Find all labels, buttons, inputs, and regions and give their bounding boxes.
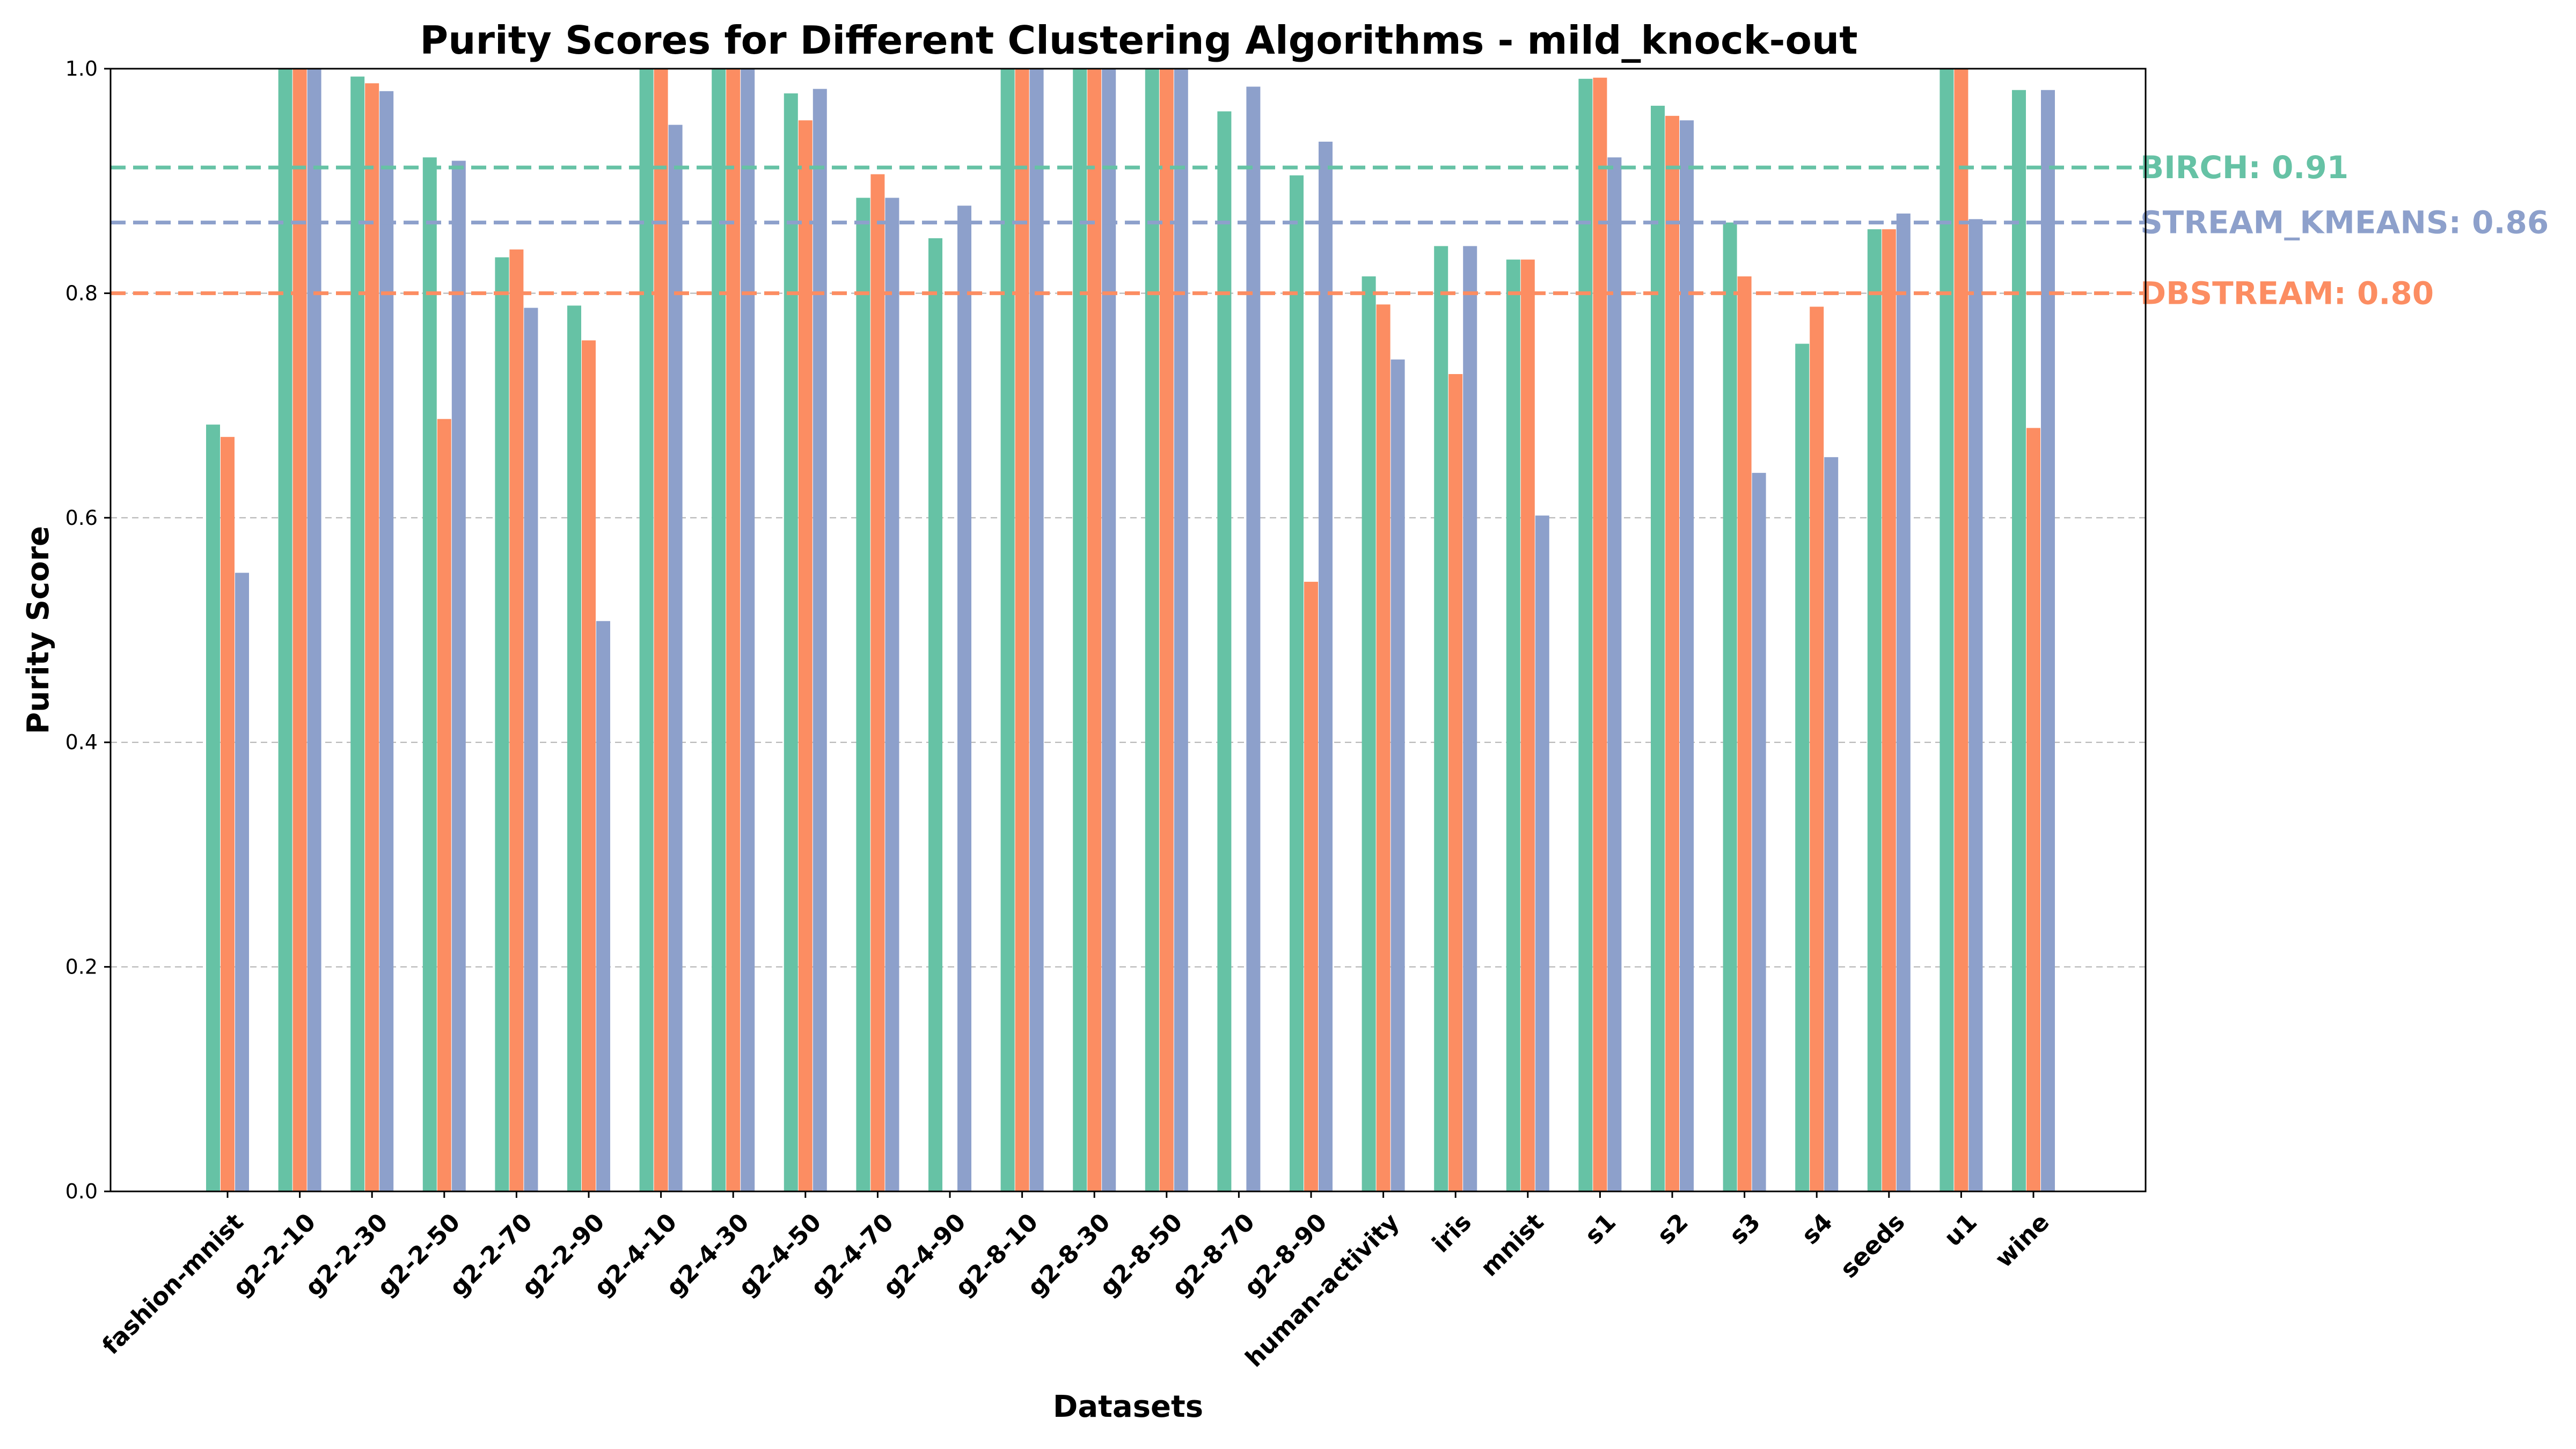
- bar: [1723, 222, 1737, 1191]
- bar: [1968, 219, 1983, 1191]
- bar: [1593, 77, 1607, 1191]
- bar: [365, 83, 379, 1191]
- bar: [379, 91, 394, 1191]
- bar: [1029, 69, 1044, 1191]
- bar: [856, 197, 870, 1192]
- bar: [422, 157, 437, 1191]
- bar: [2026, 428, 2040, 1192]
- y-tick-label: 0.6: [65, 506, 98, 530]
- bar: [1087, 69, 1102, 1191]
- bar: [1145, 69, 1159, 1191]
- bar: [509, 249, 524, 1191]
- bar: [957, 206, 971, 1191]
- bar: [1680, 120, 1694, 1192]
- bar: [495, 257, 509, 1191]
- bar: [813, 89, 827, 1191]
- reference-line-label: STREAM_KMEANS: 0.86: [2140, 204, 2549, 241]
- bar: [1867, 229, 1882, 1191]
- y-tick-label: 0.0: [65, 1180, 98, 1203]
- bar: [1752, 473, 1766, 1191]
- bar: [1000, 69, 1015, 1191]
- reference-line-label: BIRCH: 0.91: [2140, 149, 2348, 186]
- bar: [1174, 69, 1188, 1191]
- bar: [1463, 246, 1477, 1191]
- plot-area-frame: [109, 68, 2147, 1192]
- bar: [1940, 69, 1954, 1191]
- y-tick-label: 0.4: [65, 730, 98, 754]
- bar: [1795, 343, 1810, 1191]
- bar: [524, 308, 538, 1192]
- bar: [1015, 69, 1029, 1191]
- bar: [1319, 141, 1333, 1192]
- bar: [668, 125, 683, 1192]
- bar: [582, 340, 596, 1192]
- bar: [2041, 90, 2055, 1191]
- bar: [221, 437, 235, 1191]
- bar: [235, 573, 249, 1191]
- bar: [1102, 69, 1116, 1191]
- reference-lines-group: BIRCH: 0.91 STREAM_KMEANS: 0.86 DBSTREAM: …: [111, 149, 2549, 311]
- y-axis-ticks: 0.0 0.2 0.4 0.6 0.8 1.0: [65, 57, 111, 1203]
- bar: [726, 69, 741, 1191]
- bar: [1434, 246, 1448, 1191]
- bar: [712, 69, 726, 1191]
- bar: [654, 69, 668, 1191]
- bar: [451, 160, 466, 1192]
- bar: [1535, 515, 1549, 1192]
- bar: [350, 76, 365, 1191]
- bar: [928, 238, 942, 1192]
- bar: [1073, 69, 1087, 1191]
- bar: [1376, 304, 1391, 1191]
- bar: [567, 305, 581, 1191]
- bar: [307, 69, 321, 1191]
- bar: [741, 69, 755, 1191]
- bar: [278, 69, 292, 1191]
- y-tick-label: 0.8: [65, 281, 98, 305]
- bar: [1217, 111, 1232, 1192]
- bar: [1159, 69, 1174, 1191]
- bar: [437, 419, 451, 1191]
- chart-title: Purity Scores for Different Clustering A…: [420, 18, 1857, 63]
- bar: [1896, 213, 1911, 1191]
- bar: [1882, 229, 1896, 1191]
- bar: [1362, 276, 1376, 1191]
- bar: [784, 93, 798, 1191]
- bar: [1665, 115, 1679, 1191]
- bar: [596, 621, 610, 1191]
- reference-line-label: DBSTREAM: 0.80: [2140, 275, 2434, 311]
- bar: [639, 69, 654, 1191]
- bar: [1737, 276, 1752, 1191]
- y-axis-label: Purity Score: [21, 526, 56, 734]
- bar: [1578, 78, 1593, 1191]
- bar: [1607, 157, 1622, 1191]
- bar-series-group: [206, 69, 2055, 1192]
- bar: [206, 425, 220, 1191]
- bar: [1391, 359, 1405, 1191]
- bar: [1824, 457, 1839, 1191]
- bar: [1520, 259, 1535, 1191]
- y-tick-label: 0.2: [65, 955, 98, 979]
- x-axis-label: Datasets: [1053, 1389, 1203, 1424]
- bar: [798, 120, 813, 1192]
- bar: [1954, 69, 1968, 1191]
- bar: [1448, 374, 1463, 1192]
- bar: [292, 69, 307, 1191]
- bar: [870, 174, 885, 1192]
- bar: [1290, 175, 1304, 1191]
- bar: [885, 197, 899, 1192]
- bar: [1246, 86, 1261, 1192]
- bar: [1651, 106, 1665, 1191]
- y-tick-label: 1.0: [65, 57, 98, 80]
- bar: [2012, 90, 2026, 1191]
- bar: [1810, 306, 1824, 1191]
- bar: [1304, 582, 1318, 1191]
- bar: [1506, 259, 1520, 1191]
